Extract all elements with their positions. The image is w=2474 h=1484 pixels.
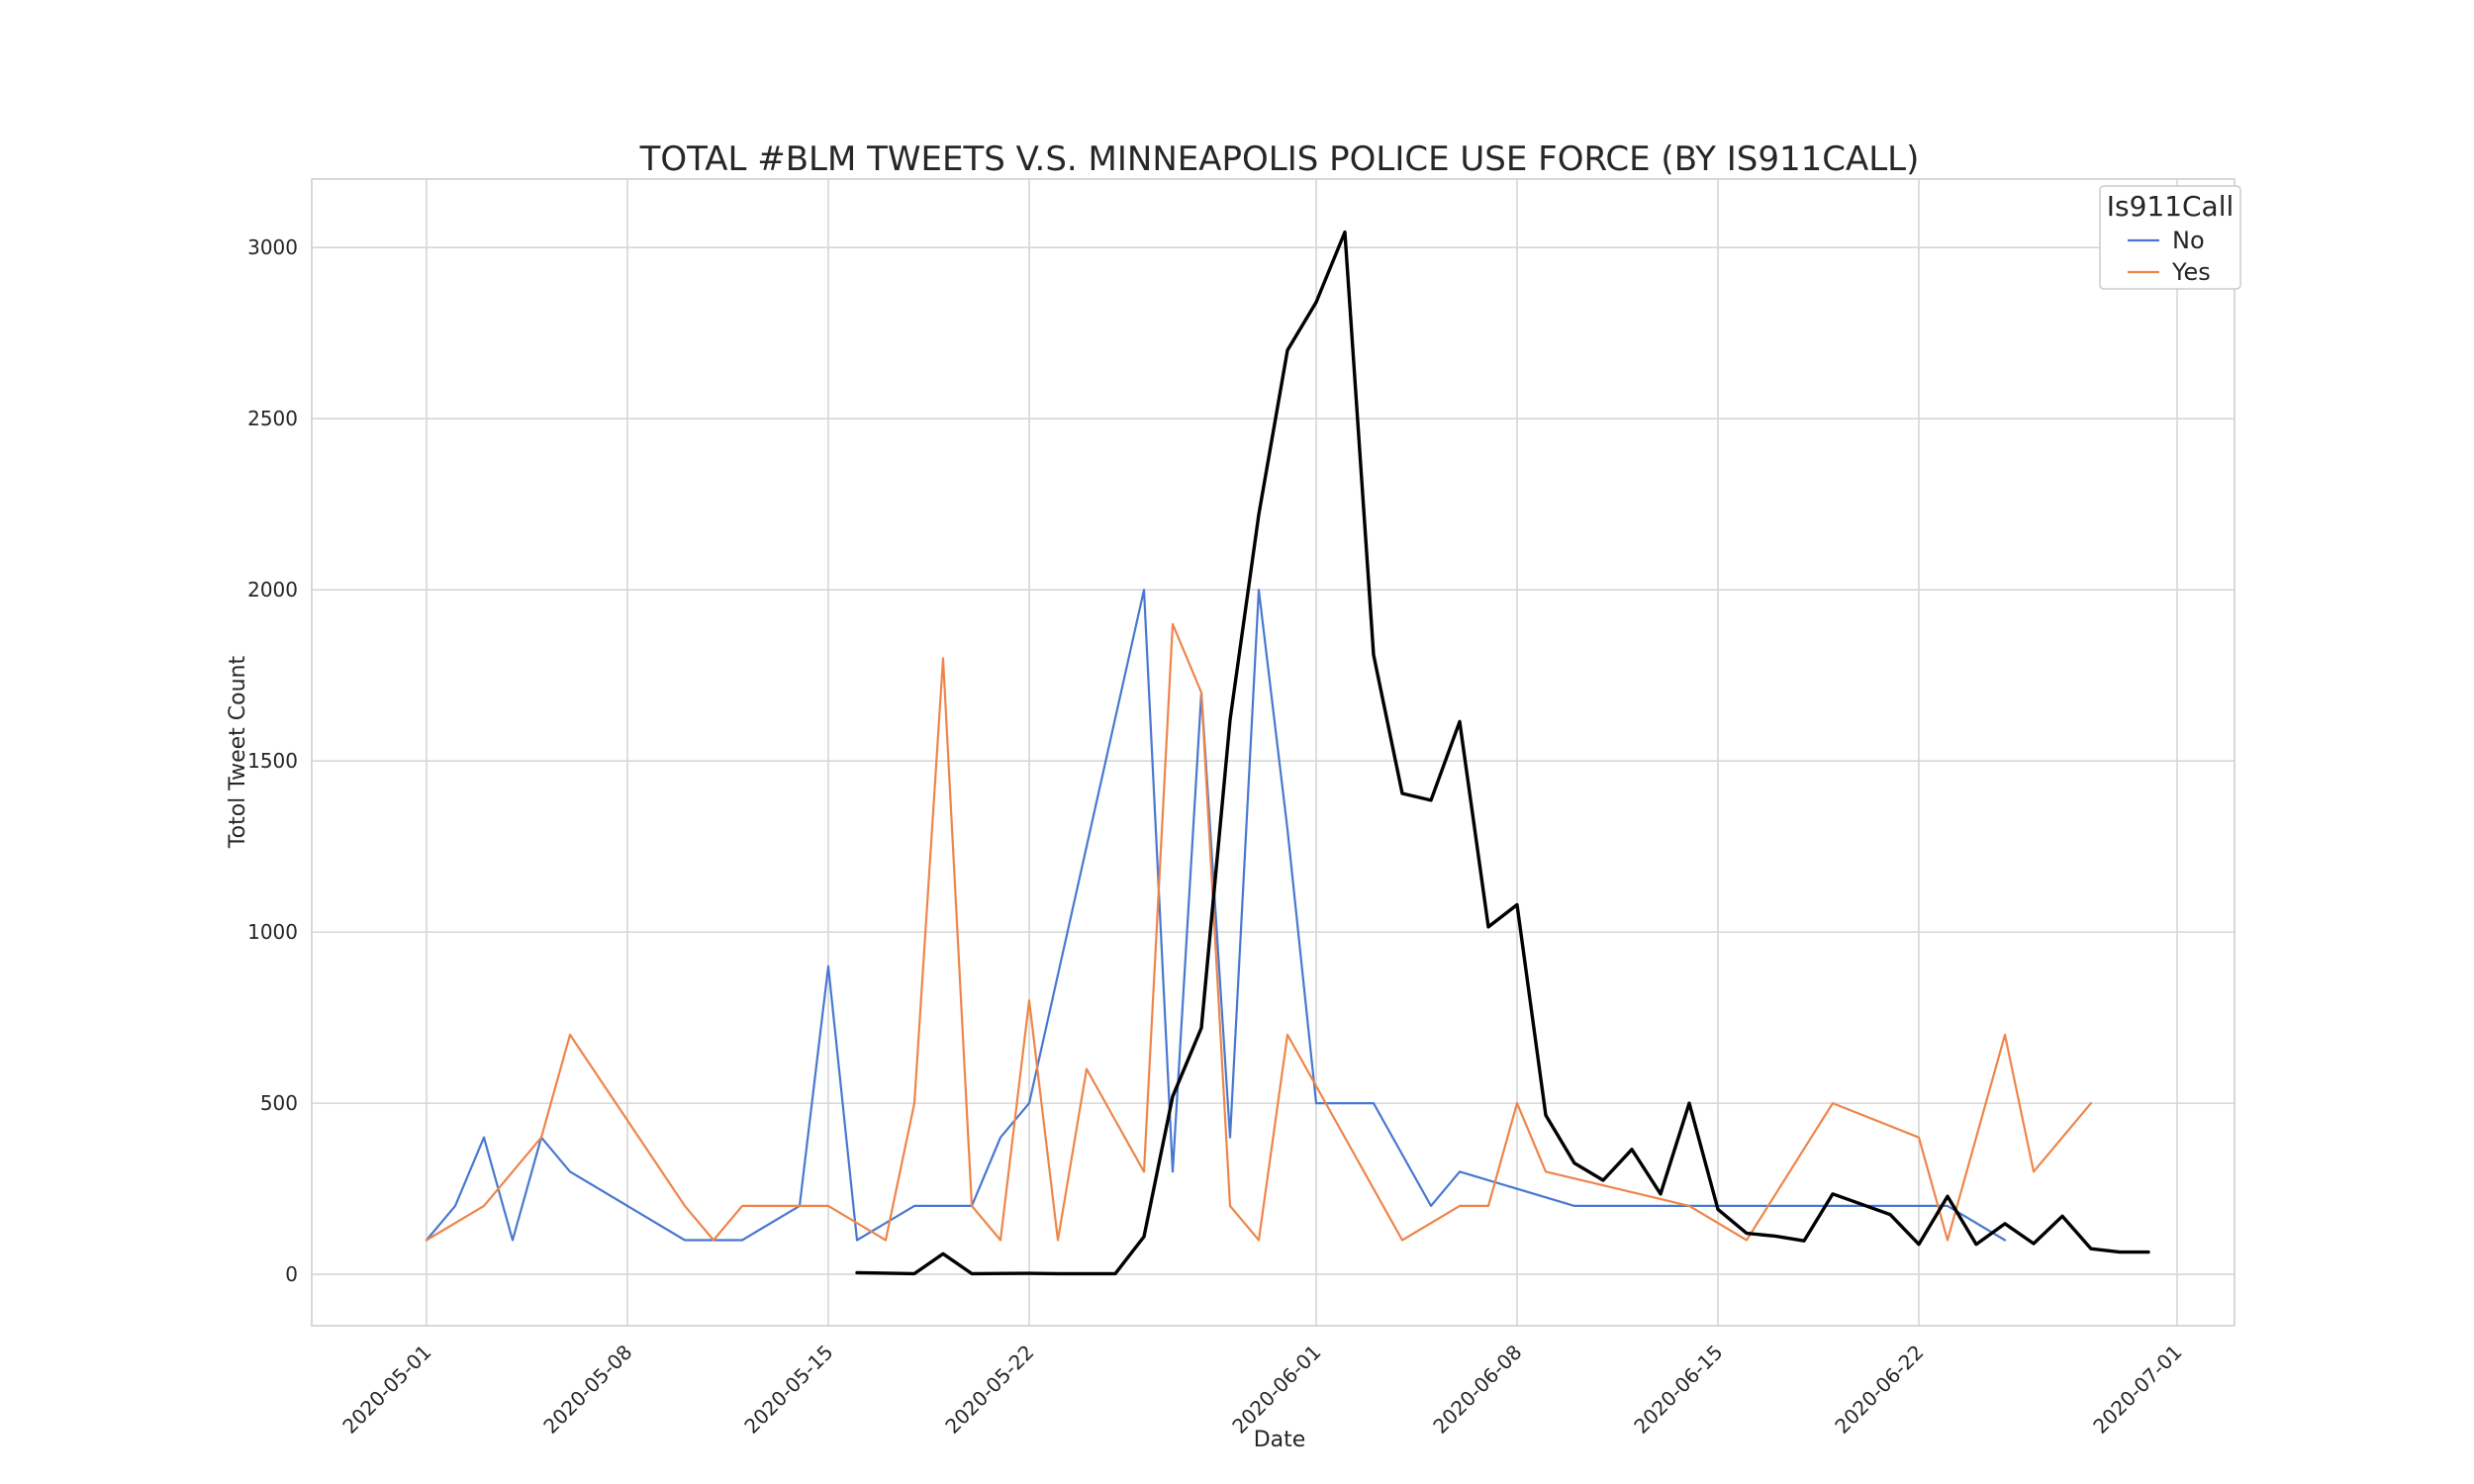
x-axis-label: Date — [1254, 1428, 1306, 1452]
y-axis-label: Totol Tweet Count — [226, 656, 250, 850]
series-line-no — [425, 589, 2007, 1242]
x-tick-label: 2020-07-01 — [2088, 1341, 2186, 1438]
y-tick-label: 1000 — [247, 920, 298, 944]
x-tick-label: 2020-06-15 — [1629, 1341, 1727, 1438]
legend-title: Is911Call — [2107, 190, 2235, 223]
tick-labels: 2020-05-01 2020-05-08 2020-05-15 2020-05-22… — [247, 235, 2186, 1438]
x-tick-label: 2020-05-01 — [337, 1341, 435, 1438]
y-tick-label: 3000 — [247, 235, 298, 259]
legend: Is911Call No Yes — [2099, 185, 2241, 290]
x-tick-label: 2020-05-22 — [940, 1341, 1038, 1438]
y-tick-label: 0 — [285, 1262, 298, 1286]
plot-frame — [311, 178, 2236, 1327]
x-tick-label: 2020-05-08 — [538, 1341, 636, 1438]
y-tick-label: 2500 — [247, 407, 298, 430]
legend-label-yes: Yes — [2171, 258, 2211, 286]
series-layer — [425, 230, 2150, 1276]
grid-lines — [312, 179, 2235, 1326]
x-tick-label: 2020-06-22 — [1830, 1341, 1928, 1438]
x-tick-label: 2020-06-01 — [1227, 1341, 1325, 1438]
x-tick-label: 2020-05-15 — [739, 1341, 837, 1438]
legend-box — [2099, 185, 2241, 290]
series-line-tweet-count — [855, 230, 2150, 1276]
chart-title: TOTAL #BLM TWEETS V.S. MINNEAPOLIS POLIC… — [639, 139, 1920, 179]
series-line-yes — [425, 622, 2093, 1242]
y-tick-label: 1500 — [247, 749, 298, 773]
legend-label-no: No — [2172, 227, 2205, 254]
y-tick-label: 2000 — [247, 578, 298, 602]
x-tick-label: 2020-06-08 — [1428, 1341, 1526, 1438]
y-tick-label: 500 — [260, 1091, 298, 1115]
